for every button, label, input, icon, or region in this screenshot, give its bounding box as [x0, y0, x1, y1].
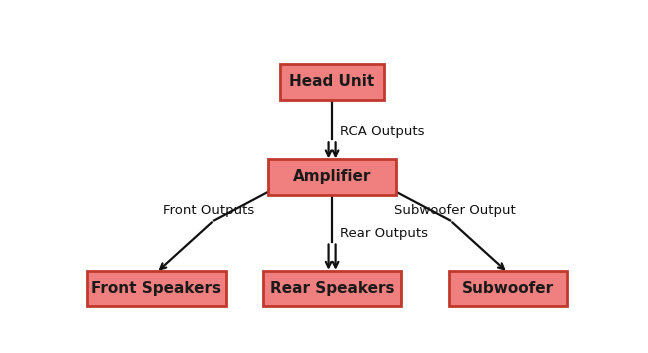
FancyBboxPatch shape — [281, 64, 384, 100]
Text: Rear Outputs: Rear Outputs — [340, 227, 428, 240]
Text: Head Unit: Head Unit — [290, 74, 375, 89]
Text: Rear Speakers: Rear Speakers — [270, 281, 395, 296]
FancyBboxPatch shape — [448, 270, 567, 306]
Text: Amplifier: Amplifier — [293, 169, 371, 184]
Text: Subwoofer Output: Subwoofer Output — [394, 204, 516, 217]
FancyBboxPatch shape — [87, 270, 226, 306]
Text: Front Outputs: Front Outputs — [163, 204, 255, 217]
FancyBboxPatch shape — [268, 159, 397, 195]
Text: Subwoofer: Subwoofer — [462, 281, 554, 296]
FancyBboxPatch shape — [263, 270, 401, 306]
Text: RCA Outputs: RCA Outputs — [340, 125, 424, 138]
Text: Front Speakers: Front Speakers — [91, 281, 222, 296]
